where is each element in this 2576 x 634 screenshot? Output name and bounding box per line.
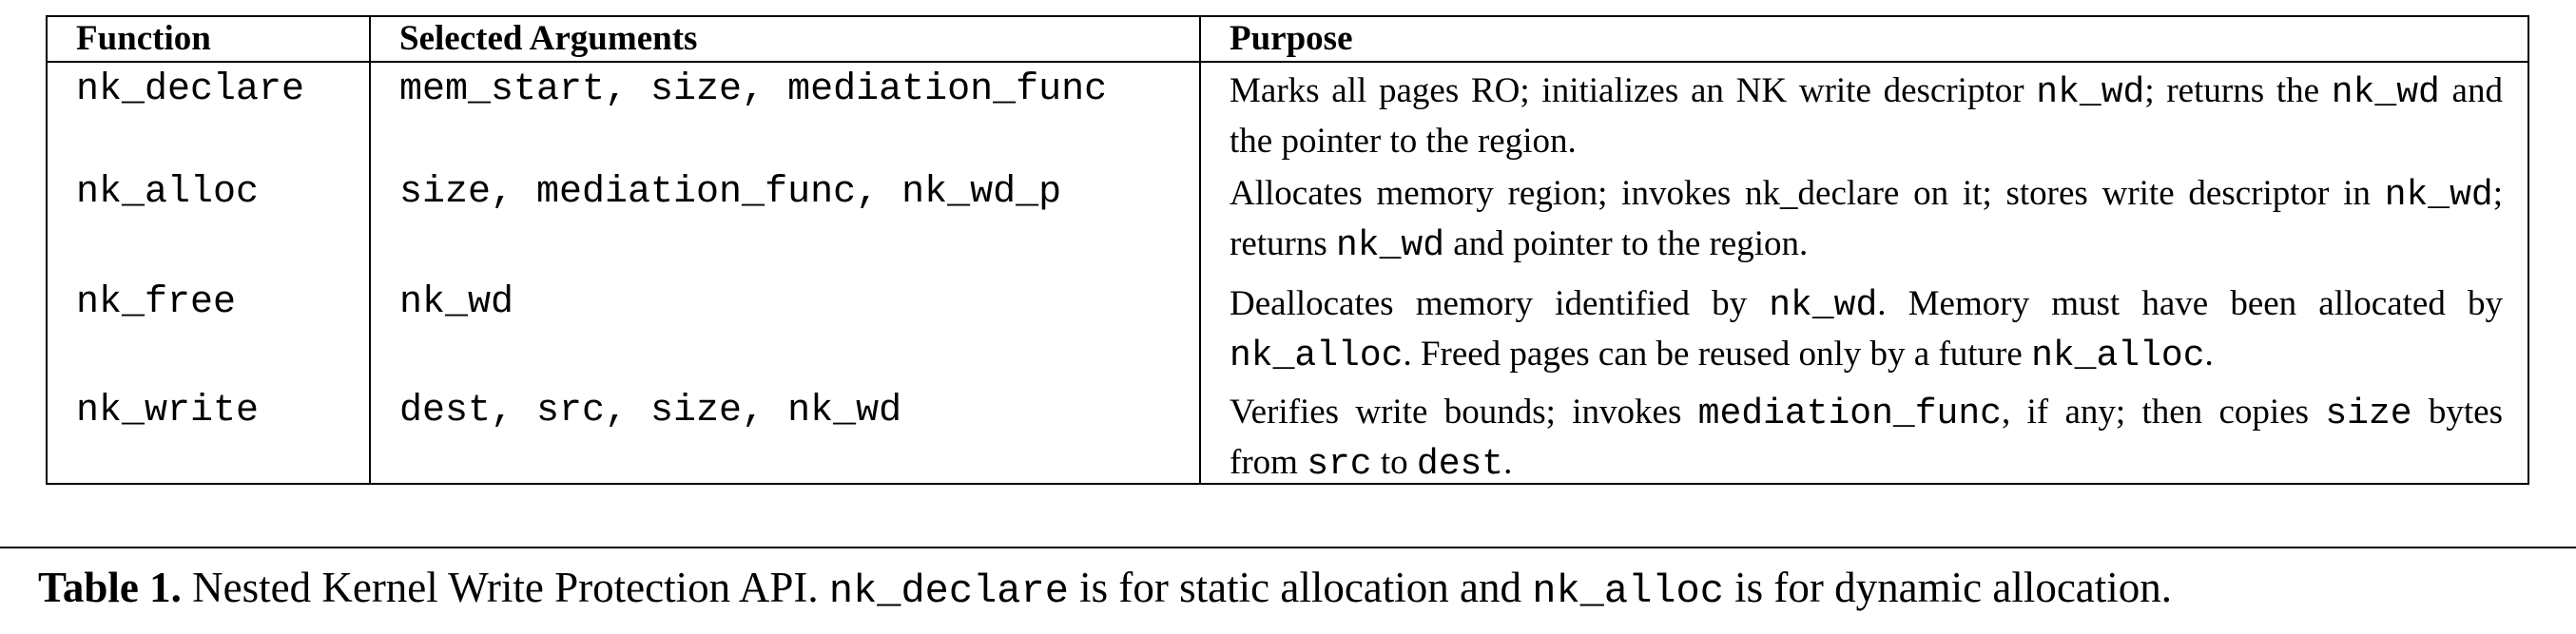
- text-run: , if any; then copies: [2001, 393, 2326, 432]
- caption-text: Nested Kernel Write Protection API. nk_d…: [181, 564, 2173, 614]
- code-run: nk_wd: [1336, 225, 1445, 266]
- code-run: mediation_func: [1697, 394, 2002, 434]
- row-function: nk_free: [76, 281, 237, 324]
- code-run: nk_alloc: [1230, 336, 1404, 376]
- table-caption: Table 1. Nested Kernel Write Protection …: [38, 559, 2172, 620]
- header-rule: [48, 61, 2528, 63]
- column-divider-1: [369, 17, 371, 483]
- text-run: to: [1371, 443, 1417, 482]
- code-run: nk_wd: [2331, 72, 2440, 113]
- code-run: nk_wd: [1769, 285, 1878, 326]
- text-run: Deallocates memory identified by: [1230, 284, 1770, 323]
- header-function: Function: [76, 19, 211, 58]
- row-purpose: Deallocates memory identified by nk_wd. …: [1230, 279, 2503, 380]
- text-run: bytes from: [1230, 393, 2503, 482]
- header-arguments: Selected Arguments: [399, 19, 698, 58]
- text-run: Verifies write bounds; invokes: [1230, 393, 1698, 432]
- text-run: .: [2204, 335, 2214, 374]
- api-table: Function Selected Arguments Purpose nk_d…: [46, 15, 2529, 485]
- text-run: is for static allocation and: [1068, 564, 1533, 611]
- row-arguments: size, mediation_func, nk_wd_p: [399, 171, 1062, 214]
- text-run: and the pointer to the region.: [1230, 71, 2503, 161]
- row-purpose: Marks all pages RO; initializes an NK wr…: [1230, 67, 2503, 165]
- row-purpose: Allocates memory region; invokes nk_decl…: [1230, 169, 2503, 270]
- text-run: and pointer to the region.: [1444, 224, 1809, 263]
- text-run: ; returns: [1230, 174, 2503, 263]
- text-run: Marks all pages RO; initializes an NK wr…: [1230, 71, 2037, 110]
- row-function: nk_declare: [76, 68, 305, 111]
- code-run: src: [1307, 444, 1372, 485]
- code-run: dest: [1416, 444, 1504, 485]
- row-arguments: nk_wd: [399, 281, 514, 324]
- caption-rule: [0, 547, 2576, 548]
- text-run: .: [1503, 443, 1513, 482]
- code-run: size: [2325, 394, 2412, 434]
- code-run: nk_alloc: [1532, 568, 1724, 614]
- row-purpose: Verifies write bounds; invokes mediation…: [1230, 388, 2503, 489]
- column-divider-2: [1199, 17, 1201, 483]
- row-arguments: dest, src, size, nk_wd: [399, 390, 902, 432]
- row-arguments: mem_start, size, mediation_func: [399, 68, 1108, 111]
- header-purpose: Purpose: [1230, 19, 1353, 58]
- text-run: . Freed pages can be reused only by a fu…: [1403, 335, 2032, 374]
- caption-label: Table 1.: [38, 564, 182, 611]
- text-run: . Memory must have been allocated by: [1877, 284, 2503, 323]
- text-run: Allocates memory region; invokes nk_decl…: [1230, 174, 2385, 213]
- row-function: nk_alloc: [76, 171, 260, 214]
- text-run: is for dynamic allocation.: [1723, 564, 2173, 611]
- code-run: nk_alloc: [2031, 336, 2205, 376]
- code-run: nk_declare: [828, 568, 1069, 614]
- text-run: Nested Kernel Write Protection API.: [181, 564, 829, 611]
- code-run: nk_wd: [2384, 175, 2493, 216]
- row-function: nk_write: [76, 390, 260, 432]
- code-run: nk_wd: [2036, 72, 2145, 113]
- text-run: ; returns the: [2144, 71, 2332, 110]
